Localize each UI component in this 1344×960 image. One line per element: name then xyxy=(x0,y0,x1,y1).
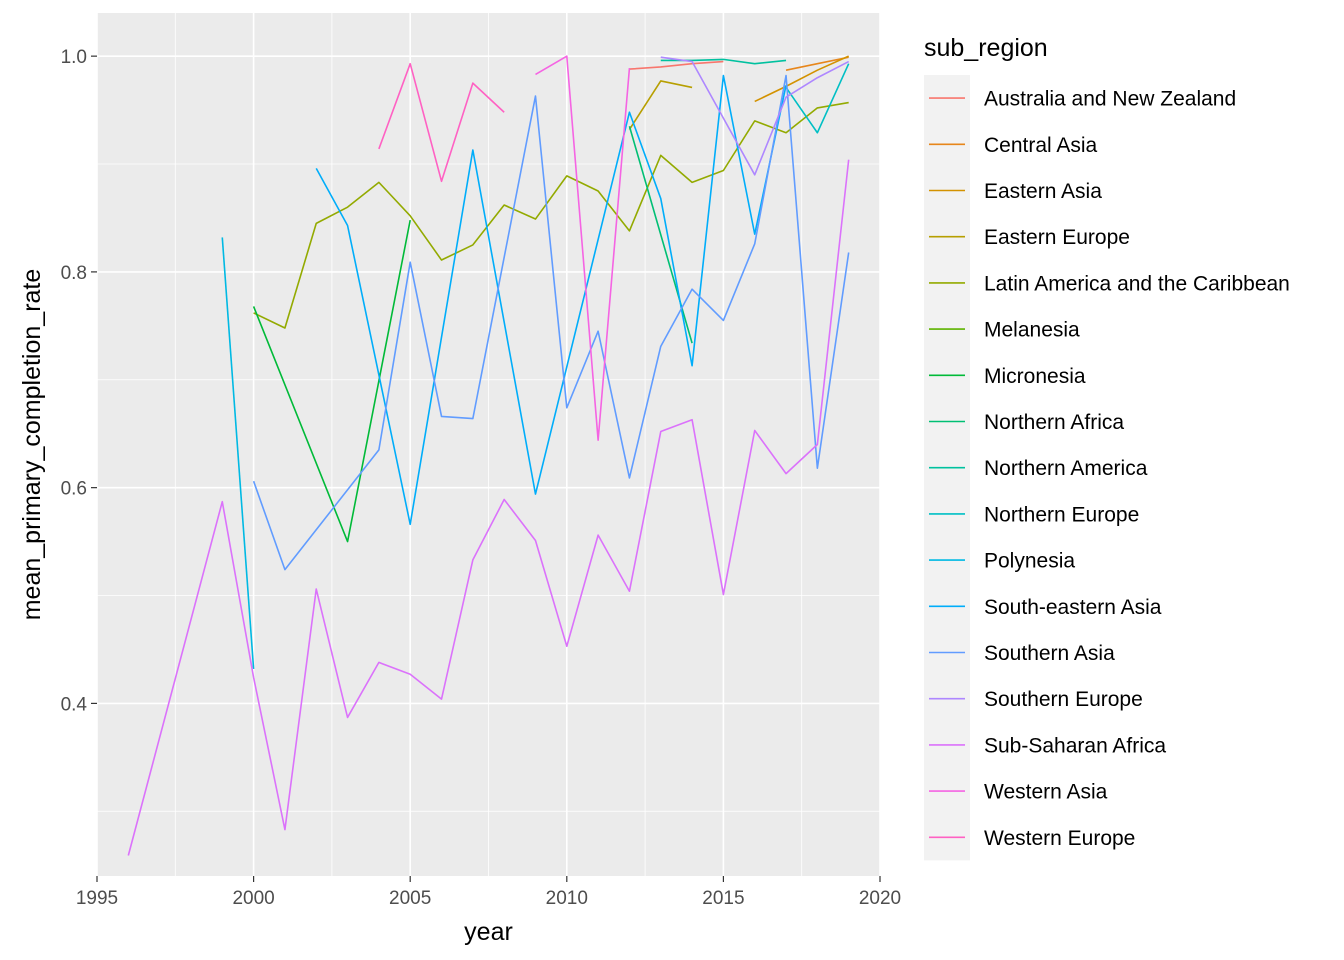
legend-label: Latin America and the Caribbean xyxy=(984,272,1290,295)
y-axis-title: mean_primary_completion_rate xyxy=(18,269,46,621)
legend-label: Eastern Europe xyxy=(984,226,1130,249)
series-line xyxy=(785,56,849,71)
grid-lines xyxy=(96,13,881,876)
x-tick-label: 1995 xyxy=(76,888,118,909)
y-tick-label: 0.4 xyxy=(61,694,88,715)
legend-label: Sub-Saharan Africa xyxy=(984,734,1166,757)
legend-label: Northern America xyxy=(984,457,1148,480)
series-line xyxy=(253,101,849,329)
legend-label: Polynesia xyxy=(984,550,1075,573)
x-tick-label: 2020 xyxy=(859,888,901,909)
legend-label: Australia and New Zealand xyxy=(984,88,1236,111)
x-axis-title: year xyxy=(464,918,513,946)
legend-label: Southern Europe xyxy=(984,688,1143,711)
series-lines xyxy=(127,55,850,856)
x-tick-label: 2015 xyxy=(702,888,744,909)
series-line xyxy=(252,219,411,543)
legend-label: South-eastern Asia xyxy=(984,596,1162,619)
legend-label: Northern Europe xyxy=(984,503,1139,526)
legend-label: Southern Asia xyxy=(984,642,1115,665)
legend-label: Western Asia xyxy=(984,781,1108,804)
series-line xyxy=(785,63,850,134)
series-line xyxy=(628,80,693,130)
y-tick-label: 1.0 xyxy=(61,47,87,68)
series-line xyxy=(252,74,850,571)
y-tick-label: 0.8 xyxy=(61,263,87,284)
series-line xyxy=(315,74,787,526)
series-line xyxy=(378,62,505,183)
y-tick-label: 0.6 xyxy=(61,479,87,500)
legend-label: Micronesia xyxy=(984,365,1086,388)
legend-label: Eastern Asia xyxy=(984,180,1102,203)
series-line xyxy=(535,55,631,441)
axes: 1995 2000 2005 2010 2015 2020 0.4 0.6 0.8 1.0 xyxy=(61,47,902,909)
series-line xyxy=(629,60,724,70)
legend: sub_region Australia and New Zealand Cent… xyxy=(924,34,1290,861)
series-line xyxy=(754,55,850,103)
series-line xyxy=(660,56,850,176)
legend-label: Central Asia xyxy=(984,134,1098,157)
legend-label: Western Europe xyxy=(984,827,1135,850)
legend-label: Melanesia xyxy=(984,319,1080,342)
legend-title: sub_region xyxy=(924,34,1048,62)
x-tick-label: 2005 xyxy=(389,888,431,909)
x-tick-label: 2000 xyxy=(232,888,274,909)
x-tick-label: 2010 xyxy=(546,888,588,909)
series-line xyxy=(127,159,850,856)
legend-label: Northern Africa xyxy=(984,411,1124,434)
series-line xyxy=(221,237,255,669)
